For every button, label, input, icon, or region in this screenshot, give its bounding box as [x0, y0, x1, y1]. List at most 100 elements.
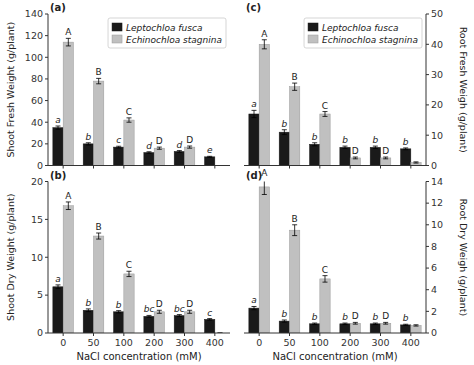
bar: [124, 274, 134, 333]
error-bar: [126, 118, 131, 122]
bar-annotation: b: [312, 312, 318, 322]
panel-title: (c): [246, 2, 261, 13]
bar: [83, 310, 93, 333]
error-bar: [282, 320, 287, 322]
y-tick-label: 20: [31, 138, 43, 149]
bar: [381, 158, 391, 166]
x-tick: [350, 166, 351, 169]
bar-annotation: B: [292, 214, 298, 224]
error-bar: [147, 315, 152, 317]
bar-annotation: B: [292, 72, 298, 82]
bar-annotation: B: [96, 222, 102, 232]
x-axis-line: [48, 165, 230, 166]
error-bar: [96, 233, 101, 239]
error-bar: [147, 152, 152, 154]
y-tick: [426, 44, 429, 45]
y-tick: [426, 246, 429, 247]
bar-annotation: b: [85, 132, 91, 142]
error-bar: [403, 148, 408, 150]
error-bar: [383, 322, 388, 324]
bar-annotation: D: [186, 299, 193, 309]
x-tick-label: 400: [402, 337, 420, 348]
y-tick-label: 12: [431, 197, 443, 208]
error-bar: [177, 315, 182, 317]
panel: abbbbbABCDD050100200300400NaCl concentra…: [244, 168, 469, 362]
bar: [350, 158, 360, 166]
bar: [401, 325, 411, 333]
error-bar: [262, 40, 267, 49]
bar: [185, 312, 195, 333]
legend-swatch: [308, 23, 318, 31]
error-bar: [322, 112, 327, 117]
error-bar: [207, 319, 212, 321]
y-tick-label: 40: [431, 39, 443, 50]
y-axis-line: [426, 182, 427, 334]
bar: [279, 132, 289, 165]
bar: [340, 324, 350, 333]
bar-annotation: D: [156, 299, 163, 309]
bar-annotation: a: [251, 295, 257, 305]
bar-annotation: b: [403, 313, 409, 323]
x-tick: [123, 333, 124, 336]
error-bar: [157, 310, 162, 313]
legend: Leptochloa fuscaEchinochloa stagnina: [304, 18, 422, 48]
error-bar: [292, 225, 297, 236]
x-tick: [184, 333, 185, 336]
y-tick-label: 10: [431, 130, 443, 141]
error-bar: [207, 156, 212, 157]
x-tick: [154, 166, 155, 169]
legend-label: Leptochloa fusca: [126, 23, 202, 33]
y-tick-label: 5: [37, 289, 43, 300]
bar-annotation: A: [65, 27, 72, 37]
bar-annotation: b: [281, 309, 287, 319]
legend-frame: [108, 18, 226, 48]
panel: abcddeABCDD020406080100120140Shoot Fresh…: [5, 2, 230, 171]
x-tick: [93, 166, 94, 169]
bar: [340, 147, 350, 165]
legend-label: Echinochloa stagnina: [126, 35, 222, 45]
y-axis-line: [426, 14, 427, 166]
x-tick: [319, 166, 320, 169]
y-tick: [45, 78, 48, 79]
bar-annotation: D: [352, 311, 359, 321]
error-bar: [282, 130, 287, 135]
marks: [249, 182, 421, 334]
y-tick-label: 20: [431, 99, 443, 110]
y-tick: [45, 35, 48, 36]
y-axis-label: Root Fresh Weigh (g/plant): [458, 27, 469, 153]
bar: [154, 148, 164, 165]
x-tick-label: 50: [283, 337, 295, 348]
y-tick-label: 50: [431, 8, 443, 19]
error-bar: [343, 323, 348, 325]
bar: [174, 151, 184, 165]
y-tick-label: 4: [431, 284, 437, 295]
bar-annotation: b: [281, 119, 287, 129]
y-tick: [426, 104, 429, 105]
y-tick-label: 10: [431, 219, 443, 230]
y-tick: [45, 257, 48, 258]
x-tick-label: 400: [206, 337, 224, 348]
y-tick-label: 10: [31, 252, 43, 263]
bar-annotation: b: [372, 312, 378, 322]
bar-annotation: A: [65, 191, 72, 201]
error-bar: [86, 143, 91, 145]
x-tick: [259, 333, 260, 336]
bar-annotation: a: [55, 274, 61, 284]
bar-annotation: C: [322, 101, 328, 111]
marks: [53, 202, 223, 333]
y-tick: [426, 268, 429, 269]
x-tick: [123, 166, 124, 169]
error-bar: [187, 310, 192, 313]
bar-annotation: b: [372, 135, 378, 145]
bar: [174, 316, 184, 333]
y-tick: [426, 14, 429, 15]
bar-annotation: a: [251, 99, 257, 109]
y-tick-label: 0: [37, 327, 43, 338]
x-axis-label: NaCl concentration (mM): [272, 351, 397, 362]
y-tick: [426, 135, 429, 136]
bar: [290, 230, 300, 333]
bar: [144, 153, 154, 166]
error-bar: [86, 309, 91, 312]
x-tick: [63, 166, 64, 169]
bar: [185, 147, 195, 165]
